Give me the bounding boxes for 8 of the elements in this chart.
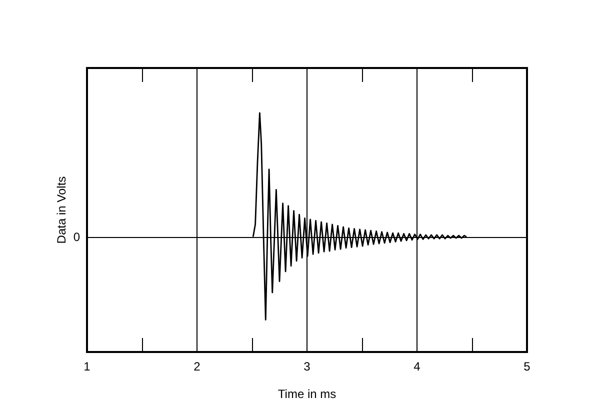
- x-axis-title: Time in ms: [278, 387, 336, 402]
- x-tick-label: 3: [304, 360, 311, 374]
- ref-line-label: 0: [73, 230, 80, 244]
- x-tick-label: 5: [524, 360, 531, 374]
- x-tick-label: 1: [84, 360, 91, 374]
- x-tick-label: 2: [194, 360, 201, 374]
- y-axis-title: Data in Volts: [54, 176, 68, 244]
- x-tick-label: 4: [414, 360, 421, 374]
